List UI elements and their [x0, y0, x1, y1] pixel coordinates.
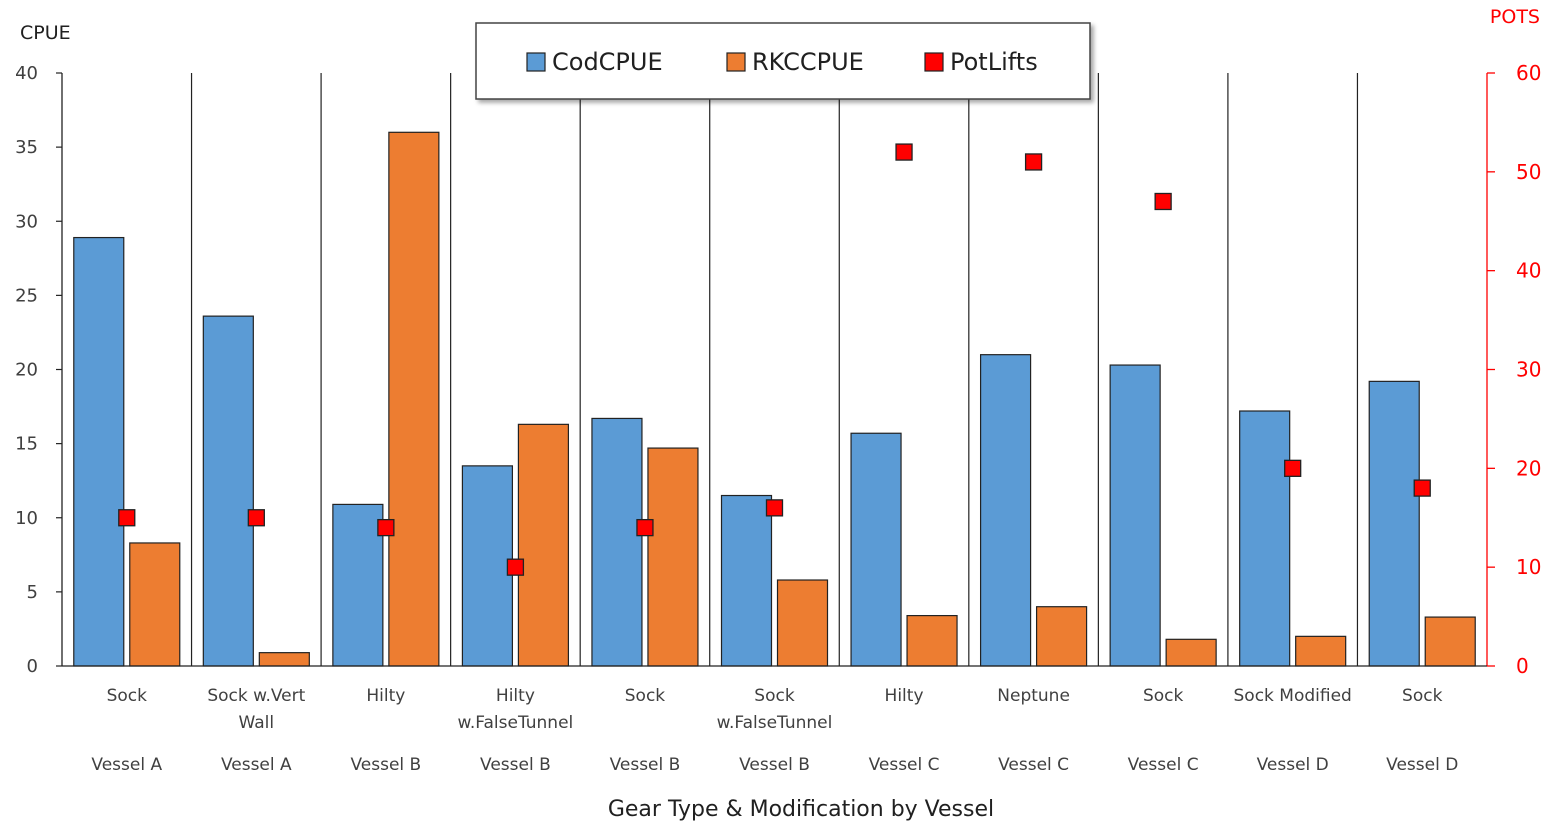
- bar-rkccpue: [906, 614, 958, 667]
- category-vessel-label: Vessel C: [998, 755, 1069, 775]
- y-tick-label: 0: [27, 656, 38, 677]
- category-gear-label: Sock: [625, 686, 666, 706]
- y-tick-label: 10: [15, 508, 38, 529]
- marker-potlifts: [1154, 192, 1172, 211]
- category-gear-label: Sock: [754, 686, 795, 706]
- legend-swatch-codcpue: [526, 52, 546, 72]
- y2-tick-label: 30: [1516, 358, 1541, 382]
- category-dividers: [190, 73, 1359, 666]
- bar-codcpue: [332, 503, 384, 667]
- bar-codcpue: [461, 465, 514, 667]
- bar-codcpue: [1239, 410, 1291, 667]
- category-vessel-label: Vessel C: [1128, 755, 1199, 775]
- category-vessel-label: Vessel B: [480, 755, 551, 775]
- marker-potlifts: [247, 509, 265, 527]
- y2-tick-label: 60: [1516, 61, 1541, 85]
- bar-codcpue: [1368, 380, 1420, 667]
- marker-potlifts: [1284, 459, 1302, 477]
- bar-rkccpue: [776, 579, 829, 667]
- category-vessel-label: Vessel D: [1386, 755, 1458, 775]
- category-vessel-label: Vessel C: [869, 755, 940, 775]
- y-tick-label: 15: [15, 434, 38, 455]
- marker-potlifts: [1413, 479, 1431, 497]
- legend-box: [475, 22, 1091, 100]
- bar-rkccpue: [517, 423, 570, 667]
- bar-codcpue: [591, 417, 643, 667]
- y2-axis-title: POTS: [1490, 6, 1540, 28]
- category-gear-label: Sock: [1402, 686, 1443, 706]
- y2-tick-label: 10: [1516, 555, 1541, 579]
- category-vessel-label: Vessel B: [350, 755, 421, 775]
- legend-swatch-potlifts: [924, 52, 944, 72]
- category-vessel-label: Vessel A: [91, 755, 162, 775]
- bar-codcpue: [1109, 364, 1161, 667]
- left-y-ticks: 0 5 10 15 20 25 30 35 40: [15, 63, 62, 677]
- legend-label-rkccpue: RKCCPUE: [752, 48, 864, 76]
- marker-potlifts: [377, 518, 395, 537]
- bar-rkccpue: [1295, 635, 1347, 667]
- category-gear-label: Neptune: [997, 686, 1070, 706]
- potlift-markers: [118, 143, 1431, 576]
- legend: CodCPUE RKCCPUE PotLifts: [475, 22, 1091, 100]
- y2-tick-label: 0: [1516, 654, 1529, 678]
- category-vessel-label: Vessel A: [221, 755, 292, 775]
- legend-label-potlifts: PotLifts: [950, 48, 1038, 76]
- bar-rkccpue: [1035, 606, 1088, 667]
- category-gear-label: Wall: [239, 713, 275, 733]
- category-gear-label: Hilty: [496, 686, 535, 706]
- bar-codcpue: [720, 494, 773, 667]
- y2-tick-label: 40: [1516, 259, 1541, 283]
- y-tick-label: 30: [15, 211, 38, 232]
- category-vessel-label: Vessel D: [1257, 755, 1329, 775]
- bar-rkccpue: [1424, 616, 1476, 667]
- legend-swatch-rkccpue: [726, 52, 746, 72]
- category-gear-label: w.FalseTunnel: [717, 713, 833, 733]
- bar-rkccpue: [129, 542, 181, 667]
- category-gear-label: Sock w.Vert: [207, 686, 305, 706]
- x-axis-title: Gear Type & Modification by Vessel: [608, 797, 994, 822]
- bar-codcpue: [979, 354, 1032, 667]
- bar-rkccpue: [388, 131, 440, 667]
- category-gear-label: Hilty: [366, 686, 405, 706]
- category-vessel-label: Vessel B: [739, 755, 810, 775]
- right-y-ticks: 0 10 20 30 40 50 60: [1487, 61, 1541, 678]
- y-tick-label: 35: [15, 137, 38, 158]
- category-gear-label: Sock: [1143, 686, 1184, 706]
- marker-potlifts: [636, 518, 654, 537]
- marker-potlifts: [506, 558, 525, 576]
- marker-potlifts: [765, 499, 784, 517]
- category-vessel-label: Vessel B: [610, 755, 681, 775]
- category-gear-label: w.FalseTunnel: [458, 713, 574, 733]
- category-gear-label: Sock Modified: [1234, 686, 1352, 706]
- y-tick-label: 40: [15, 63, 38, 84]
- bar-rkccpue: [258, 652, 310, 667]
- bar-codcpue: [73, 236, 125, 667]
- x-category-labels: Sock Vessel A Sock w.Vert Wall Vessel A Hilty…: [91, 686, 1458, 775]
- legend-label-codcpue: CodCPUE: [552, 48, 663, 76]
- category-gear-label: Hilty: [885, 686, 924, 706]
- bar-codcpue: [850, 432, 902, 667]
- y-axis-title: CPUE: [20, 22, 71, 44]
- bar-codcpue: [202, 315, 254, 667]
- bars: [73, 131, 1476, 667]
- bar-rkccpue: [1165, 638, 1217, 667]
- y-tick-label: 20: [15, 360, 38, 381]
- marker-potlifts: [118, 509, 136, 527]
- marker-potlifts: [1024, 153, 1043, 171]
- y2-tick-label: 20: [1516, 456, 1541, 480]
- y-tick-label: 25: [15, 285, 38, 306]
- marker-potlifts: [895, 143, 913, 161]
- y2-tick-label: 50: [1516, 160, 1541, 184]
- y-tick-label: 5: [27, 582, 38, 603]
- category-gear-label: Sock: [107, 686, 148, 706]
- bar-rkccpue: [647, 447, 699, 667]
